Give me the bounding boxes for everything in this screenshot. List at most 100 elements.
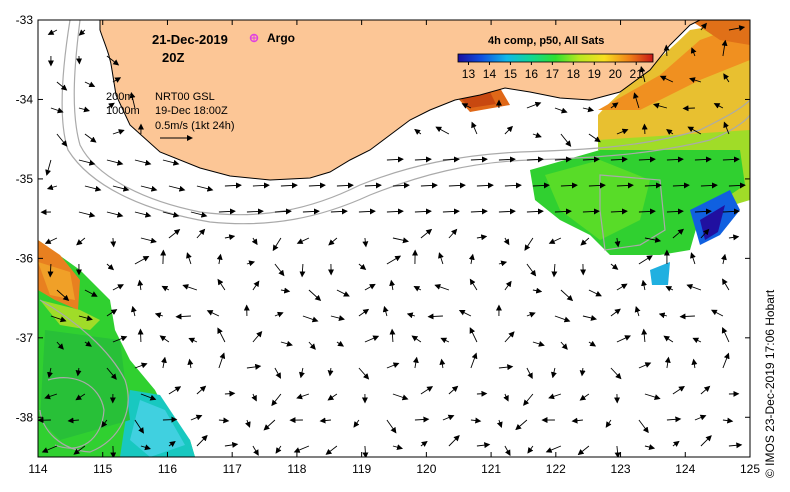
current-arrow bbox=[112, 185, 130, 192]
current-arrow bbox=[216, 253, 223, 265]
current-arrow bbox=[263, 419, 276, 431]
sst-patch-west bbox=[38, 240, 195, 457]
x-tick-label: 119 bbox=[352, 462, 371, 476]
current-arrow bbox=[392, 444, 404, 451]
current-arrow bbox=[526, 263, 537, 277]
current-arrow bbox=[46, 184, 58, 191]
current-arrow bbox=[302, 208, 320, 215]
x-tick-label: 114 bbox=[28, 462, 47, 476]
x-tick-label: 118 bbox=[287, 462, 306, 476]
current-arrow bbox=[188, 337, 198, 344]
current-arrow bbox=[694, 414, 707, 421]
current-arrow bbox=[560, 133, 572, 147]
current-arrow bbox=[154, 312, 164, 319]
current-arrow bbox=[476, 442, 491, 449]
current-arrow bbox=[162, 159, 180, 166]
colorbar-tick-label: 15 bbox=[504, 67, 518, 81]
bathymetry-contours bbox=[39, 20, 750, 453]
current-arrow bbox=[252, 445, 259, 456]
current-arrow bbox=[389, 328, 396, 343]
colorbar-tick-label: 14 bbox=[483, 67, 497, 81]
current-arrow bbox=[700, 22, 707, 31]
current-arrow bbox=[526, 101, 542, 109]
current-arrow bbox=[224, 234, 236, 241]
current-arrow bbox=[504, 125, 513, 135]
colorbar-tick-label: 19 bbox=[588, 67, 602, 81]
current-arrow bbox=[448, 228, 458, 239]
current-arrow bbox=[722, 352, 730, 369]
current-arrow bbox=[190, 414, 203, 421]
current-arrow bbox=[251, 393, 257, 402]
current-arrow bbox=[440, 337, 450, 344]
current-arrow bbox=[84, 185, 102, 192]
current-arrow bbox=[498, 260, 508, 267]
current-arrow bbox=[582, 315, 597, 321]
current-arrow bbox=[308, 341, 316, 350]
current-arrow bbox=[470, 156, 488, 163]
frame-ticks bbox=[37, 19, 751, 457]
current-arrow bbox=[362, 445, 369, 457]
current-arrow bbox=[551, 263, 558, 278]
current-arrow bbox=[470, 208, 488, 215]
current-arrow bbox=[723, 121, 730, 135]
current-arrow bbox=[112, 77, 122, 83]
current-arrow bbox=[140, 393, 157, 401]
current-arrow bbox=[554, 156, 572, 163]
current-arrow bbox=[56, 289, 70, 302]
colorbar-ticks: 13 14 15 16 17 18 19 20 21 bbox=[462, 62, 643, 81]
current-arrow bbox=[448, 385, 459, 395]
current-arrow bbox=[687, 126, 702, 135]
colorbar-tick-label: 18 bbox=[567, 67, 581, 81]
current-arrow bbox=[358, 208, 376, 215]
current-arrow bbox=[728, 182, 746, 189]
current-arrow bbox=[663, 44, 670, 57]
legend-depth-200: 200m bbox=[106, 91, 134, 103]
y-tick-label: -36 bbox=[16, 251, 34, 265]
current-arrow bbox=[560, 289, 574, 302]
current-arrow bbox=[358, 263, 367, 271]
current-arrow bbox=[134, 256, 150, 265]
current-arrow bbox=[112, 129, 125, 135]
current-arrow bbox=[137, 279, 144, 291]
colorbar-tick-label: 17 bbox=[546, 67, 560, 81]
current-arrow bbox=[580, 237, 590, 246]
current-arrow bbox=[217, 278, 226, 291]
current-arrow bbox=[328, 237, 338, 246]
current-arrow bbox=[700, 435, 712, 447]
current-arrow bbox=[442, 208, 460, 215]
current-arrow bbox=[134, 159, 152, 166]
current-arrow bbox=[554, 315, 571, 323]
current-arrow bbox=[614, 237, 621, 248]
current-arrow bbox=[672, 385, 685, 395]
current-arrow bbox=[106, 55, 120, 66]
current-arrow bbox=[690, 47, 697, 57]
current-arrow bbox=[420, 386, 434, 395]
current-arrow bbox=[610, 156, 628, 163]
current-arrow bbox=[610, 308, 621, 317]
current-arrow bbox=[610, 367, 622, 380]
current-arrow bbox=[196, 385, 207, 395]
current-arrow bbox=[700, 228, 710, 239]
current-arrow bbox=[186, 252, 192, 265]
current-arrow bbox=[582, 106, 595, 113]
x-tick-label: 123 bbox=[611, 462, 631, 476]
current-arrow bbox=[644, 237, 662, 243]
current-arrow bbox=[325, 445, 338, 455]
current-arrow bbox=[442, 414, 455, 421]
colorbar-title: 4h comp, p50, All Sats bbox=[488, 35, 604, 47]
current-arrow bbox=[364, 283, 376, 291]
current-arrow bbox=[498, 156, 516, 163]
current-arrow bbox=[723, 73, 730, 83]
legend-product: NRT00 GSL bbox=[155, 91, 215, 103]
current-arrow bbox=[56, 81, 68, 91]
current-arrow bbox=[550, 367, 557, 379]
x-tick-label: 121 bbox=[481, 462, 501, 476]
current-arrow bbox=[692, 337, 702, 344]
current-arrow bbox=[610, 102, 619, 109]
current-arrow bbox=[414, 156, 432, 163]
current-arrow bbox=[412, 356, 419, 369]
current-arrow bbox=[638, 255, 653, 265]
colorbar-tick-label: 13 bbox=[462, 67, 476, 81]
current-arrow bbox=[386, 208, 404, 215]
colorbar bbox=[457, 53, 654, 63]
